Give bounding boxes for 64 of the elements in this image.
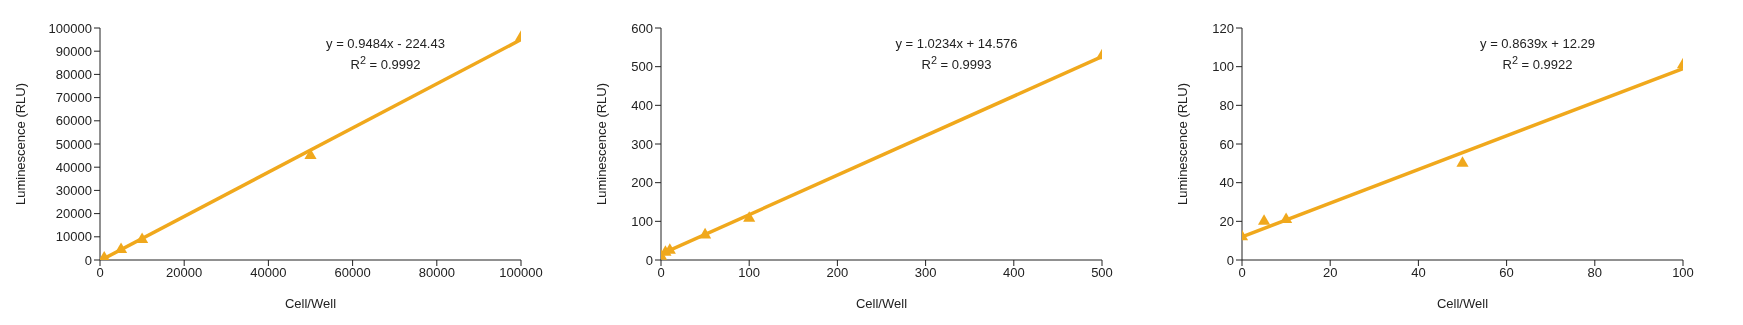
annotation: y = 1.0234x + 14.576	[894, 36, 1019, 52]
x-tick-label: 80000	[418, 265, 455, 281]
y-axis-title: Luminescence (RLU)	[593, 82, 609, 206]
annotation: R$^{2}$ = 0.9992	[349, 53, 422, 74]
point	[100, 250, 111, 260]
y-tick-label: 20	[1219, 213, 1234, 229]
y-tick-label: 40000	[55, 159, 92, 175]
y-tick-label: 10000	[55, 229, 92, 245]
y-tick-label: 120	[1212, 20, 1234, 36]
y-tick-label: 100000	[48, 20, 92, 36]
x-tick-label: 0	[1238, 265, 1246, 281]
x-axis-title: Cell/Well	[284, 296, 337, 311]
y-axis-title: Luminescence (RLU)	[1174, 82, 1190, 206]
annotation: y = 0.8639x + 12.29	[1479, 36, 1596, 52]
x-tick-label: 200	[826, 265, 849, 281]
x-tick-label: 40	[1411, 265, 1426, 281]
point	[136, 232, 149, 244]
y-tick-label: 50000	[55, 136, 92, 152]
y-tick-label: 0	[84, 252, 92, 268]
point	[304, 148, 317, 160]
y-tick-label: 60000	[55, 113, 92, 129]
y-tick-label: 80000	[55, 67, 92, 83]
point	[114, 242, 128, 254]
y-tick-label: 60	[1219, 136, 1234, 152]
y-tick-label: 100	[631, 213, 653, 229]
x-tick-label: 0	[657, 265, 665, 281]
annotation: R$^{2}$ = 0.9993	[920, 53, 993, 74]
y-tick-label: 200	[631, 175, 653, 191]
annotation: y = 0.9484x - 224.43	[325, 36, 446, 52]
x-tick-label: 100	[1672, 265, 1694, 281]
y-tick-label: 30000	[55, 183, 92, 199]
y-tick-label: 100	[1212, 59, 1234, 75]
y-tick-label: 400	[631, 97, 653, 113]
x-tick-label: 20	[1322, 265, 1338, 281]
x-axis-title: Cell/Well	[1436, 296, 1489, 311]
x-tick-label: 60	[1499, 265, 1514, 281]
x-tick-label: 100000	[499, 265, 543, 281]
y-tick-label: 80	[1219, 97, 1234, 113]
annotation: R$^{2}$ = 0.9922	[1501, 53, 1574, 74]
x-tick-label: 20000	[166, 265, 203, 281]
x-tick-label: 60000	[334, 265, 371, 281]
y-tick-label: 20000	[55, 206, 92, 222]
x-tick-label: 400	[1002, 265, 1025, 281]
point	[1257, 214, 1271, 225]
point	[1456, 156, 1469, 167]
x-tick-label: 80	[1587, 265, 1603, 281]
x-tick-label: 500	[1091, 265, 1113, 281]
y-tick-label: 90000	[55, 43, 92, 59]
y-tick-label: 0	[1226, 252, 1234, 268]
point	[1280, 212, 1293, 223]
y-axis-title: Luminescence (RLU)	[12, 82, 28, 206]
point	[699, 227, 712, 239]
y-tick-label: 600	[631, 20, 653, 36]
y-tick-label: 70000	[55, 90, 92, 106]
x-tick-label: 300	[914, 265, 937, 281]
y-tick-label: 300	[631, 136, 653, 152]
x-tick-label: 100	[738, 265, 761, 281]
y-tick-label: 500	[631, 59, 653, 75]
x-tick-label: 40000	[250, 265, 287, 281]
y-tick-label: 40	[1219, 175, 1234, 191]
x-axis-title: Cell/Well	[855, 296, 908, 311]
y-tick-label: 0	[645, 252, 653, 268]
x-tick-label: 0	[96, 265, 104, 281]
point	[743, 211, 756, 222]
